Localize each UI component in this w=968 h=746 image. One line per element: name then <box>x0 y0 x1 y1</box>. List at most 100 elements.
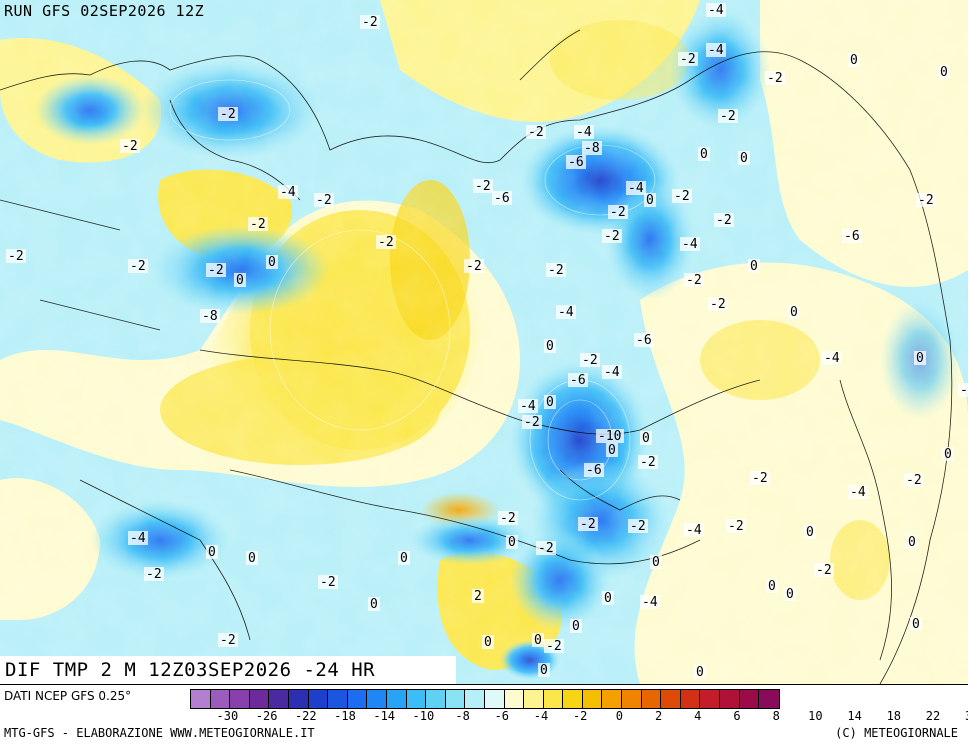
contour-label-bg <box>788 305 800 319</box>
contour-label-bg <box>536 541 556 555</box>
scale-tick-label: -30 <box>216 709 239 723</box>
contour-label-bg <box>248 217 268 231</box>
contour-label-bg <box>582 141 602 155</box>
contour-label-bg <box>602 229 622 243</box>
contour-label: -6 <box>570 373 586 388</box>
scale-swatch <box>622 690 642 708</box>
contour-label-bg <box>6 249 26 263</box>
contour-label-bg <box>698 147 710 161</box>
contour-label: 0 <box>916 351 924 366</box>
contour-label: 0 <box>750 259 758 274</box>
contour-label-bg <box>626 181 646 195</box>
scale-tick-label: -8 <box>455 709 470 723</box>
contour-label-bg <box>218 633 238 647</box>
scale-swatch <box>288 690 309 708</box>
contour-label: -2 <box>686 273 702 288</box>
scale-swatch <box>602 690 623 708</box>
contour-label: -2 <box>680 52 696 67</box>
contour-label: 0 <box>236 273 244 288</box>
contour-label: 0 <box>546 395 554 410</box>
contour-label: 0 <box>740 151 748 166</box>
contour-label: 0 <box>248 551 256 566</box>
contour-label: -2 <box>466 259 482 274</box>
contour-label: -4 <box>708 43 724 58</box>
contour-label: -6 <box>844 229 860 244</box>
contour-label-bg <box>584 463 604 477</box>
contour-label: 0 <box>646 193 654 208</box>
contour-label-bg <box>206 263 226 277</box>
scale-tick-label: -26 <box>255 709 278 723</box>
scale-swatch <box>426 690 446 708</box>
contour-label: -4 <box>576 125 592 140</box>
scale-tick-label: 30 <box>965 709 968 723</box>
contour-label: -2 <box>918 193 934 208</box>
scale-swatch <box>191 690 211 708</box>
credit-left: MTG-GFS - ELABORAZIONE WWW.METEOGIORNALE… <box>4 726 315 740</box>
contour-label-bg <box>842 229 862 243</box>
scale-swatch <box>720 690 740 708</box>
contour-label-bg <box>498 511 518 525</box>
contour-label: -4 <box>604 365 620 380</box>
scale-tick-label: 22 <box>925 709 941 723</box>
contour-label-bg <box>492 191 512 205</box>
scale-swatch <box>210 690 231 708</box>
scale-swatch <box>465 690 485 708</box>
contour-label: -2 <box>122 139 138 154</box>
contour-label-bg <box>726 519 746 533</box>
contour-label-bg <box>680 237 700 251</box>
contour-label: -2 <box>500 511 516 526</box>
scale-swatch <box>347 690 368 708</box>
scale-swatch <box>543 690 564 708</box>
contour-label-bg <box>580 353 600 367</box>
contour-label-bg <box>708 297 728 311</box>
scale-swatch <box>328 690 348 708</box>
scale-swatch <box>504 690 525 708</box>
contour-label-bg <box>398 551 410 565</box>
contour-label-bg <box>526 125 546 139</box>
contour-label: -4 <box>708 3 724 18</box>
contour-label: 0 <box>806 525 814 540</box>
scale-tick-label: 14 <box>847 709 862 723</box>
scale-swatch <box>269 690 289 708</box>
contour-label: -2 <box>906 473 922 488</box>
contour-label-bg <box>938 65 950 79</box>
contour-label-bg <box>218 107 238 121</box>
contour-label-bg <box>694 665 706 679</box>
contour-label: -4 <box>682 237 698 252</box>
contour-label: -2 <box>146 567 162 582</box>
contour-label: -2 <box>316 193 332 208</box>
contour-label-bg <box>602 591 614 605</box>
contour-label-bg <box>596 429 624 443</box>
contour-label: -6 <box>586 463 602 478</box>
contour-label: -2 <box>604 229 620 244</box>
contour-label: 0 <box>268 255 276 270</box>
contour-label-bg <box>318 575 338 589</box>
contour-label: 0 <box>208 545 216 560</box>
contour-label-bg <box>650 555 662 569</box>
contour-label-bg <box>706 43 726 57</box>
contour-label-bg <box>120 139 140 153</box>
color-scale <box>190 689 780 709</box>
contour-label-bg <box>942 447 954 461</box>
contour-label: -6 <box>636 333 652 348</box>
contour-label-bg <box>278 185 298 199</box>
contour-label: -2 <box>546 639 562 654</box>
contour-label-bg <box>544 639 564 653</box>
contour-label: 0 <box>768 579 776 594</box>
contour-label-bg <box>314 193 334 207</box>
contour-label: -2 <box>475 179 491 194</box>
contour-label-bg <box>376 235 396 249</box>
contour-label: -2 <box>362 15 378 30</box>
contour-label-bg <box>206 545 218 559</box>
contour-label-bg <box>128 259 148 273</box>
scale-swatch <box>386 690 407 708</box>
contour-label: -6 <box>494 191 510 206</box>
contour-label: 0 <box>652 555 660 570</box>
scale-tick-label: -2 <box>572 709 588 723</box>
contour-label: -2 <box>720 109 736 124</box>
contour-label-bg <box>822 351 842 365</box>
contour-label-bg <box>848 485 868 499</box>
contour-label: 0 <box>908 535 916 550</box>
contour-label: -4 <box>850 485 866 500</box>
source-text: DATI NCEP GFS 0.25° <box>4 689 132 703</box>
